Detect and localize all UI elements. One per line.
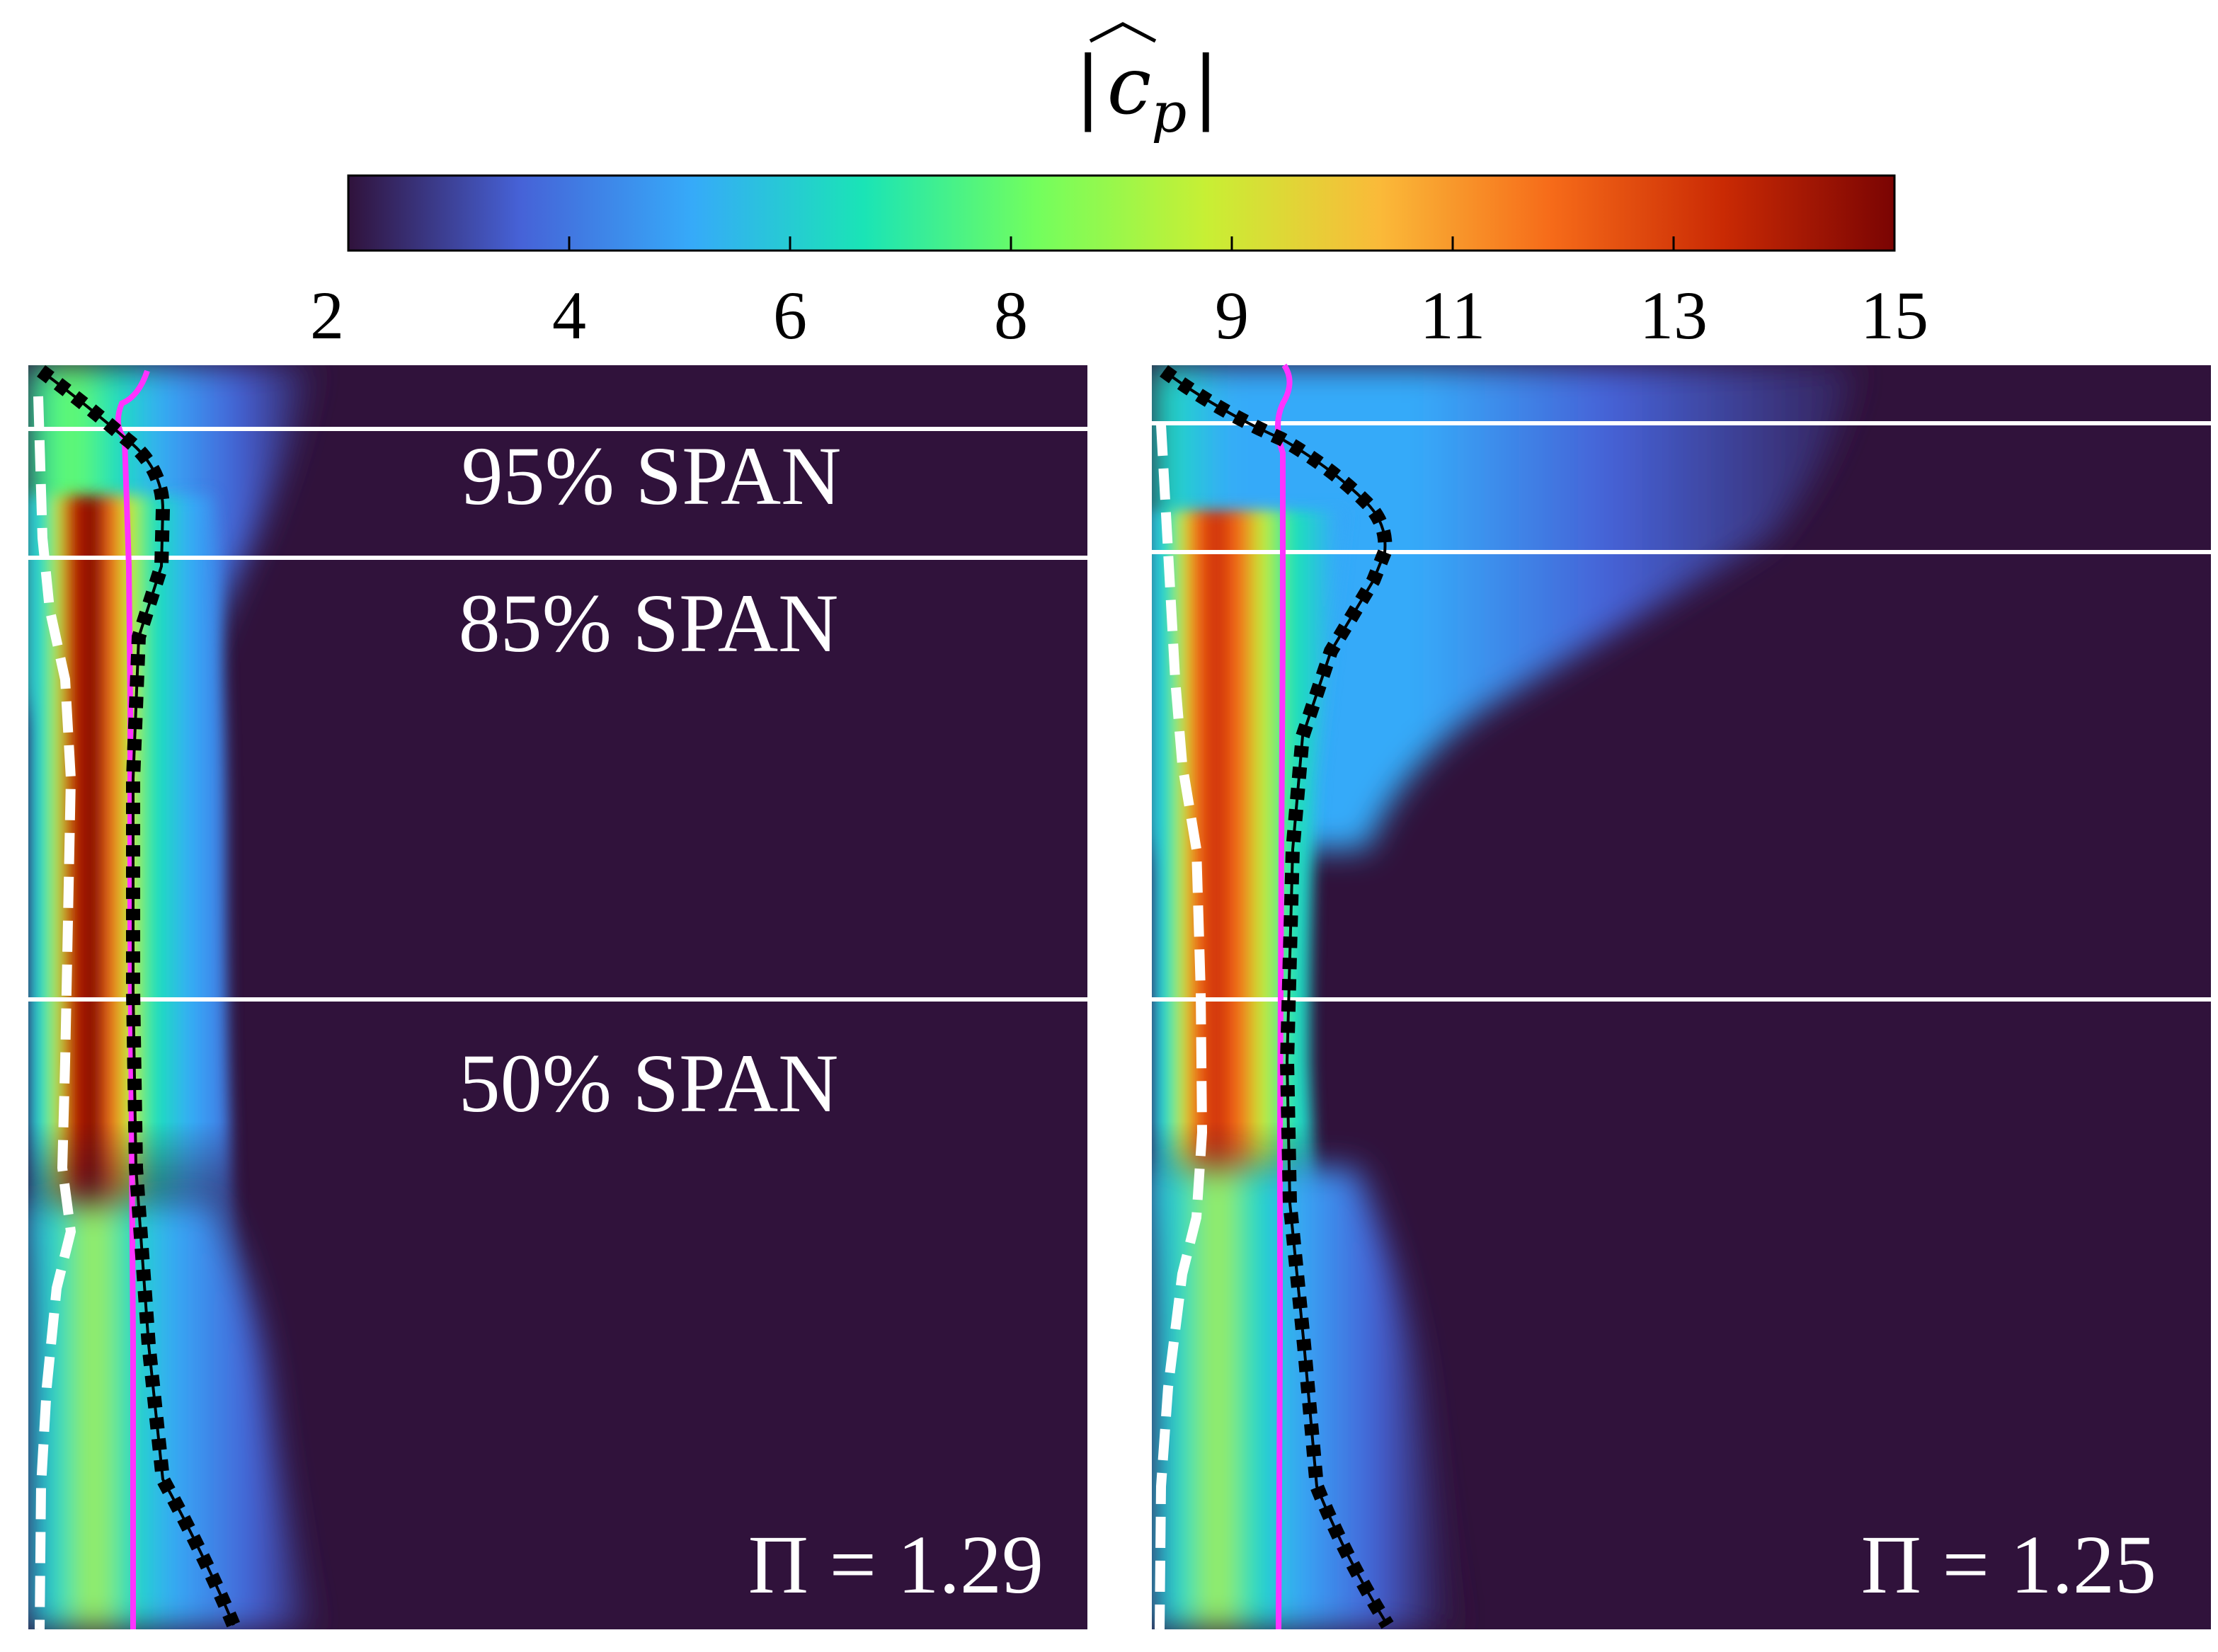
- span-label-95: 95% SPAN: [462, 430, 842, 522]
- panel-left: 95% SPAN 85% SPAN 50% SPAN Π = 1.29: [28, 365, 1087, 1630]
- panel-right-pi-label: Π = 1.25: [1861, 1518, 2156, 1611]
- panel-left-pi-label: Π = 1.29: [748, 1518, 1044, 1611]
- span-label-50: 50% SPAN: [459, 1037, 839, 1130]
- field-right-top: [1152, 365, 1855, 849]
- colorbar-title-hat: [1089, 22, 1157, 43]
- colorbar-tick-label: 2: [310, 277, 344, 353]
- mean-line-left: [115, 369, 150, 1629]
- colorbar-tick-label: 11: [1420, 277, 1485, 353]
- colorbar-tick-label: 8: [994, 277, 1028, 353]
- colorbar-tick-label: 4: [552, 277, 586, 353]
- field-left-core: [28, 495, 269, 1380]
- colorbar-title-bar-left: |: [1075, 40, 1102, 132]
- colorbar-ticks: [347, 236, 1896, 251]
- panel-left-field: [28, 365, 311, 1629]
- colorbar-title-bar-right: |: [1192, 40, 1219, 132]
- colorbar: |cp| 2 4 6 8 9 11 13 15: [310, 22, 1928, 353]
- colorbar-tick-label: 9: [1215, 277, 1249, 353]
- colorbar-bar: [347, 174, 1896, 252]
- field-left-bottom: [28, 1203, 311, 1629]
- field-right-bottom: [1152, 1168, 1456, 1629]
- colorbar-title: |cp|: [1075, 40, 1219, 145]
- contour-line-left: [37, 365, 241, 1628]
- span-label-85: 85% SPAN: [459, 577, 839, 670]
- contour-line-right: [1160, 365, 1394, 1629]
- edge-line-left: [33, 396, 76, 1630]
- colorbar-tick-label: 13: [1640, 277, 1708, 353]
- mean-line-right: [1275, 363, 1293, 1630]
- panel-right: Π = 1.25: [1152, 363, 2211, 1630]
- colorbar-title-symbol: c: [1107, 40, 1152, 132]
- colorbar-title-subscript: p: [1151, 81, 1187, 145]
- colorbar-tick-labels: 2 4 6 8 9 11 13 15: [310, 277, 1928, 353]
- edge-line-right: [1155, 424, 1208, 1630]
- colorbar-tick-label: 6: [773, 277, 807, 353]
- colorbar-tick-label: 15: [1860, 277, 1928, 353]
